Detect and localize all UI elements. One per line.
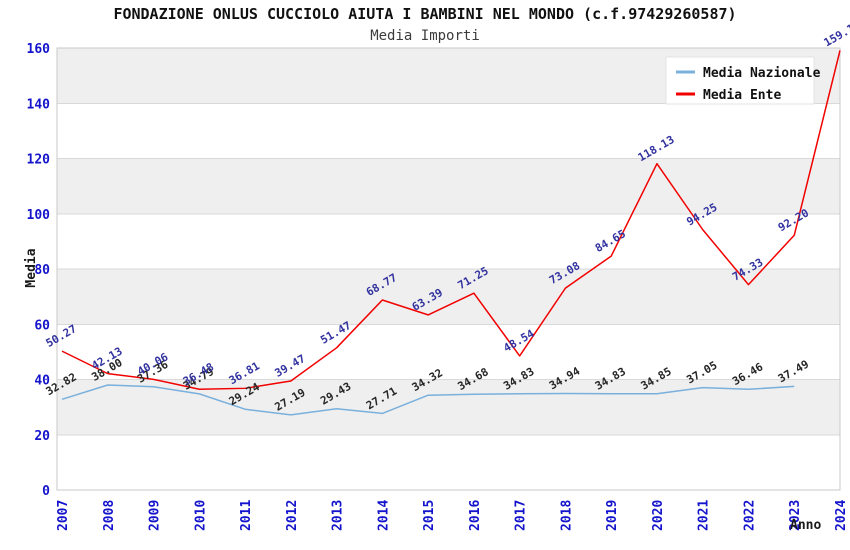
- y-tick-label: 160: [27, 42, 51, 57]
- y-tick-label: 140: [27, 97, 51, 112]
- y-tick-label: 60: [34, 318, 50, 333]
- series-lines: [61, 50, 841, 416]
- chart-subtitle: Media Importi: [370, 28, 480, 44]
- x-tick-label: 2023: [788, 500, 803, 531]
- x-tick-label: 2022: [742, 500, 757, 531]
- x-tick-label: 2020: [651, 500, 666, 531]
- x-tick-label: 2016: [468, 500, 483, 531]
- x-tick-label: 2021: [697, 500, 712, 531]
- x-tick-label: 2012: [285, 500, 300, 531]
- x-tick-label: 2017: [514, 500, 529, 531]
- data-label-media-ente: 159.1: [822, 21, 850, 49]
- y-tick-label: 20: [34, 429, 50, 444]
- x-tick-label: 2018: [559, 500, 574, 531]
- legend-label-media-nazionale: Media Nazionale: [703, 66, 821, 81]
- y-tick-label: 100: [27, 208, 51, 223]
- legend-box: [665, 56, 815, 105]
- x-axis-title: Anno: [790, 518, 821, 533]
- x-tick-label: 2007: [56, 500, 71, 531]
- y-tick-label: 120: [27, 153, 51, 168]
- plot-band: [57, 269, 840, 325]
- legend-label-media-ente: Media Ente: [703, 88, 781, 103]
- x-tick-label: 2013: [331, 500, 346, 531]
- plot-frame: [56, 47, 841, 491]
- x-tick-label: 2024: [834, 500, 849, 531]
- x-tick-label: 2019: [605, 500, 620, 531]
- x-tick-label: 2009: [148, 500, 163, 531]
- y-axis-ticks: 0 20 40 60 80 100 120 140 160: [27, 42, 51, 499]
- plot-band: [57, 379, 840, 435]
- x-tick-label: 2008: [102, 500, 117, 531]
- y-tick-label: 40: [34, 374, 50, 389]
- series-line-media-ente: [61, 50, 841, 390]
- x-tick-label: 2015: [422, 500, 437, 531]
- x-tick-label: 2010: [193, 500, 208, 531]
- x-axis-ticks: 2007 2008 2009 2010 2011 2012 2013 2014 2015 2016…: [56, 500, 849, 531]
- plot-band: [57, 158, 840, 214]
- y-axis-title: Media: [24, 248, 39, 287]
- x-tick-label: 2014: [376, 500, 391, 531]
- legend: Media Nazionale Media Ente: [665, 56, 821, 105]
- series-line-media-nazionale: [61, 384, 795, 416]
- chart-title: FONDAZIONE ONLUS CUCCIOLO AIUTA I BAMBIN…: [113, 5, 736, 23]
- y-tick-label: 80: [34, 263, 50, 278]
- y-tick-label: 0: [42, 484, 50, 499]
- x-tick-label: 2011: [239, 500, 254, 531]
